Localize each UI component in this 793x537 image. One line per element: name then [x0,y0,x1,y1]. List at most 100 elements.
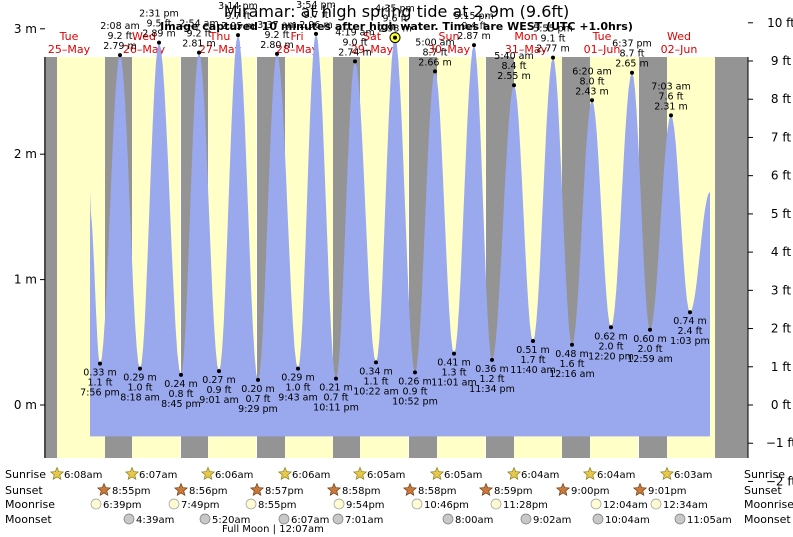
low-m: 0.27 m [202,375,235,386]
day-label-dow: Mon [514,30,537,43]
sunrise-time: 6:04am [521,470,559,481]
low-m: 0.29 m [281,373,314,384]
low-m: 0.20 m [241,384,274,395]
left-tick-label: 0 m [14,398,37,412]
low-time: 11:34 pm [469,384,515,395]
sunrise-icon [659,466,675,481]
sunrise-icon [429,466,445,481]
high-m: 2.81 m [182,39,215,50]
high-m: 2.31 m [654,101,687,112]
day-label-date: 29–May [351,43,394,56]
astro-row-label-right: Moonset [744,513,791,526]
tide-area [90,33,710,437]
day-label-date: 01–Jun [584,43,621,56]
sunrise-time: 6:07am [139,470,177,481]
low-time: 10:22 am [353,386,398,397]
moonset-icon [199,513,211,525]
low-time: 9:01 am [199,395,238,406]
sunset-time: 9:01pm [648,486,687,497]
moonset-time: 9:02am [533,515,571,526]
day-label-date: 31–May [505,43,548,56]
moonrise-time: 11:28pm [503,500,548,511]
right-tick-label: 10 ft [767,16,793,30]
chart-subtitle: Image captured 10 minutes after high wat… [160,20,633,33]
day-label-date: 25–May [48,43,91,56]
high-ft: 9.2 ft [107,31,132,42]
day-label-dow: Tue [592,30,612,43]
low-m: 0.26 m [398,376,431,387]
sunrise-icon [352,466,368,481]
low-time: 9:29 pm [238,404,278,415]
high-m: 2.96 m [299,20,332,31]
sunrise-time: 6:05am [367,470,405,481]
high-m: 2.87 m [457,31,490,42]
low-ft: 1.3 ft [441,368,466,379]
moonrise-icon [168,498,180,510]
high-point [197,50,201,55]
low-ft: 0.9 ft [206,385,231,396]
high-ft: 8.7 ft [422,47,447,58]
low-time: 8:18 am [120,393,159,404]
right-tick-label: 6 ft [771,169,791,183]
high-point [669,113,673,118]
sunrise-icon [49,466,65,481]
day-label-date: 27–May [199,43,242,56]
moonrise-time: 7:49pm [181,500,220,511]
low-ft: 0.9 ft [402,386,427,397]
day-label-date: 26–May [123,43,166,56]
low-m: 0.21 m [319,383,352,394]
sunrise-icon [124,466,140,481]
high-ft: 9.7 ft [225,11,250,22]
low-time: 10:11 pm [313,403,359,414]
astro-row-label-left: Sunset [5,484,43,497]
high-time: 2:54 am [179,19,218,30]
right-tick-label: 8 ft [771,92,791,106]
sunrise-time: 6:06am [292,470,330,481]
sunrise-icon [582,466,598,481]
high-ft: 9.5 ft [146,19,171,30]
low-m: 0.36 m [475,364,508,375]
sunset-time: 8:56pm [189,486,228,497]
high-time: 2:08 am [100,21,139,32]
low-m: 0.24 m [164,379,197,390]
high-ft: 9.2 ft [186,29,211,40]
low-ft: 0.8 ft [168,389,193,400]
low-point [688,310,692,315]
sunset-icon [173,482,189,497]
low-ft: 2.0 ft [637,344,662,355]
high-m: 2.89 m [142,29,175,40]
day-label-dow: Sun [439,30,460,43]
high-m: 2.77 m [536,44,569,55]
low-point [648,327,652,332]
low-m: 0.33 m [83,368,116,379]
low-ft: 1.1 ft [87,378,112,389]
day-label-dow: Wed [667,30,691,43]
low-m: 0.48 m [555,349,588,360]
sunset-time: 8:59pm [494,486,533,497]
left-tick-label: 3 m [14,22,37,36]
high-point [236,33,240,38]
high-point [118,53,122,58]
sunrise-time: 6:05am [444,470,482,481]
right-tick-label: 2 ft [771,322,791,336]
day-label-dow: Sat [363,30,382,43]
low-ft: 1.0 ft [127,383,152,394]
low-ft: 1.2 ft [479,374,504,385]
astro-row-label-right: Sunset [744,484,782,497]
high-m: 2.93 m [378,24,411,35]
astro-row-label-right: Moonrise [744,498,793,511]
high-ft: 9.2 ft [264,30,289,41]
right-tick-label: 9 ft [771,54,791,68]
day-label-date: 28–May [276,43,319,56]
high-ft: 7.6 ft [658,91,683,102]
astro-row-label-left: Moonset [5,513,52,526]
high-time: 4:19 am [335,27,374,38]
high-ft: 9.0 ft [342,37,367,48]
moon-phase-note: Full Moon | 12:07am [222,524,324,535]
high-time: 3:54 pm [296,0,336,11]
moonset-time: 5:20am [212,515,250,526]
moonset-icon [123,513,135,525]
high-time: 5:00 am [415,37,454,48]
high-ft: 9.4 ft [461,21,486,32]
sunrise-time: 6:08am [64,470,102,481]
